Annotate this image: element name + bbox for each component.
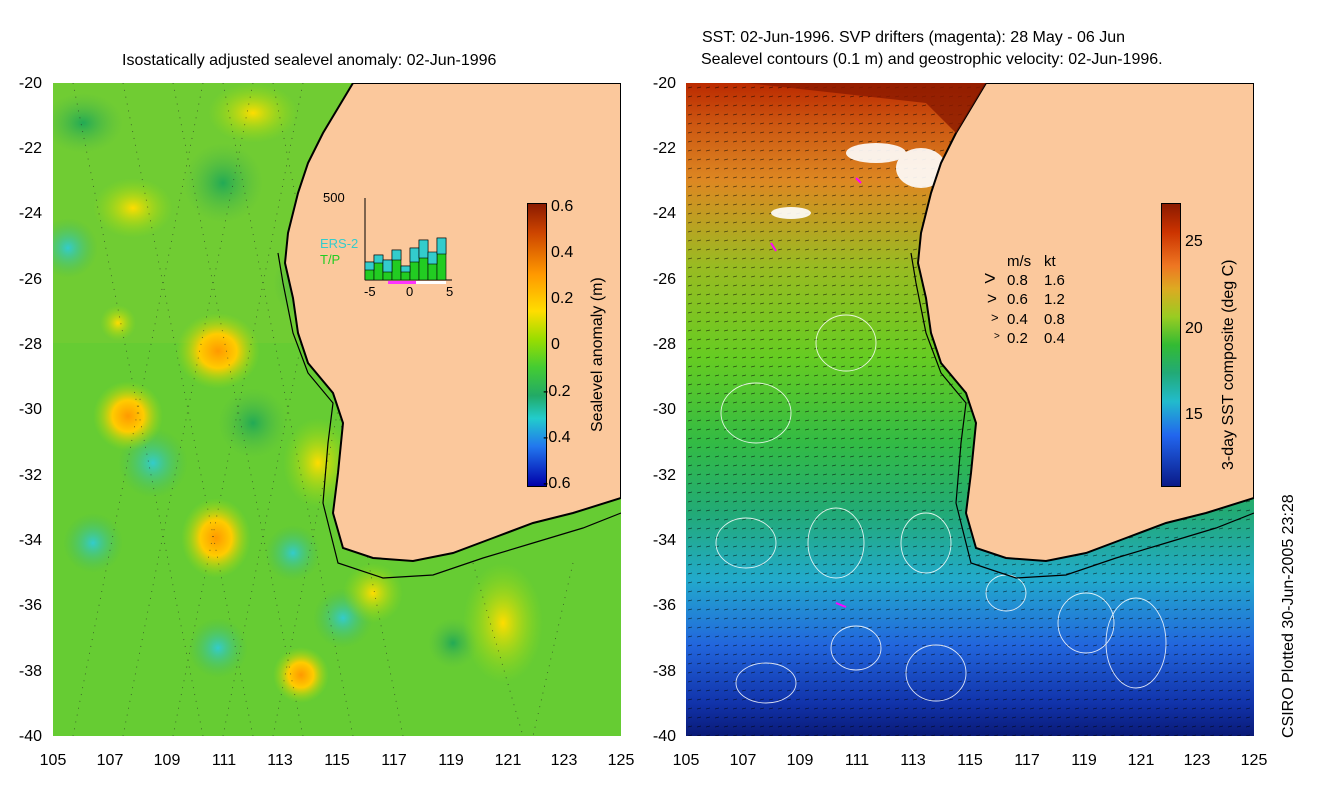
right-panel-title-line1: SST: 02-Jun-1996. SVP drifters (magenta)… xyxy=(702,29,1126,46)
y-tick: -20 xyxy=(652,75,676,92)
right-panel-title-line2: Sealevel contours (0.1 m) and geostrophi… xyxy=(701,51,1163,68)
x-tick: 117 xyxy=(381,752,407,769)
velocity-legend-kt: 0.4 xyxy=(1044,330,1065,347)
y-tick: -22 xyxy=(652,140,676,157)
velocity-legend-ms: 0.2 xyxy=(1007,330,1028,347)
velocity-arrow-icon: > xyxy=(991,310,999,325)
y-tick: -24 xyxy=(18,205,42,222)
colorbar-tick: 25 xyxy=(1185,233,1203,250)
inset-xtick: -5 xyxy=(364,284,376,299)
inset-xtick: 5 xyxy=(446,284,454,299)
inset-bars xyxy=(364,198,452,284)
velocity-legend-ms: 0.6 xyxy=(1007,291,1028,308)
velocity-legend-ms: 0.4 xyxy=(1007,311,1028,328)
track-count-inset: 500 ERS-2 T/P -5 0 5 xyxy=(320,190,460,300)
x-tick: 119 xyxy=(1071,752,1097,769)
sealevel-colorbar xyxy=(527,203,547,487)
inset-ers2-bars xyxy=(364,237,447,273)
y-tick: -20 xyxy=(18,75,42,92)
colorbar-tick: 20 xyxy=(1185,320,1203,337)
colorbar-tick: 0 xyxy=(551,336,560,353)
velocity-arrow-icon: > xyxy=(994,331,1000,342)
x-tick: 117 xyxy=(1014,752,1040,769)
colorbar-tick: -0.6 xyxy=(543,475,571,492)
y-tick: -22 xyxy=(18,140,42,157)
y-tick: -36 xyxy=(652,597,676,614)
y-tick: -38 xyxy=(18,663,42,680)
inset-xtick: 0 xyxy=(406,284,414,299)
y-tick: -32 xyxy=(652,467,676,484)
x-tick: 119 xyxy=(438,752,464,769)
x-tick: 121 xyxy=(494,752,522,769)
velocity-legend-kt: 1.2 xyxy=(1044,291,1065,308)
inset-ymax-label: 500 xyxy=(323,190,345,205)
sealevel-anomaly-map[interactable] xyxy=(53,83,621,736)
velocity-legend-kt: 1.6 xyxy=(1044,272,1065,289)
y-tick: -34 xyxy=(652,532,676,549)
sst-colorbar xyxy=(1161,203,1181,487)
y-tick: -30 xyxy=(652,401,676,418)
x-tick: 123 xyxy=(1183,752,1211,769)
x-tick: 113 xyxy=(267,752,293,769)
colorbar-tick: -0.2 xyxy=(543,383,571,400)
sst-map-canvas xyxy=(686,83,1254,736)
x-tick: 125 xyxy=(1240,752,1268,769)
colorbar-tick: -0.4 xyxy=(543,429,571,446)
x-tick: 115 xyxy=(324,752,350,769)
sealevel-anomaly-map-canvas xyxy=(53,83,621,736)
x-tick: 105 xyxy=(672,752,700,769)
sst-map[interactable] xyxy=(686,83,1254,736)
x-tick: 111 xyxy=(844,752,870,769)
y-tick: -30 xyxy=(18,401,42,418)
y-tick: -26 xyxy=(652,271,676,288)
x-tick: 125 xyxy=(607,752,635,769)
x-tick: 107 xyxy=(96,752,124,769)
colorbar-tick: 0.6 xyxy=(551,198,574,215)
y-tick: -40 xyxy=(18,728,42,745)
x-tick: 109 xyxy=(786,752,814,769)
velocity-legend-header-kt: kt xyxy=(1044,253,1056,270)
y-tick: -26 xyxy=(18,271,42,288)
velocity-arrow-icon: > xyxy=(987,289,997,308)
x-tick: 123 xyxy=(550,752,578,769)
y-tick: -40 xyxy=(652,728,676,745)
inset-legend-ers2: ERS-2 xyxy=(320,236,359,251)
velocity-legend-kt: 0.8 xyxy=(1044,311,1065,328)
sst-colorbar-label: 3-day SST composite (deg C) xyxy=(1220,259,1237,470)
velocity-legend-ms: 0.8 xyxy=(1007,272,1028,289)
y-tick: -36 xyxy=(18,597,42,614)
y-tick: -32 xyxy=(18,467,42,484)
x-tick: 115 xyxy=(957,752,983,769)
velocity-arrow-icon: > xyxy=(984,268,996,290)
australia-landmass-sst xyxy=(916,83,1254,563)
x-tick: 109 xyxy=(153,752,181,769)
left-panel-title: Isostatically adjusted sealevel anomaly:… xyxy=(122,52,497,69)
x-tick: 107 xyxy=(729,752,757,769)
colorbar-tick: 0.2 xyxy=(551,290,574,307)
x-tick: 121 xyxy=(1127,752,1155,769)
y-tick: -28 xyxy=(652,336,676,353)
y-tick: -28 xyxy=(18,336,42,353)
colorbar-tick: 15 xyxy=(1185,406,1203,423)
plot-credit: CSIRO Plotted 30-Jun-2005 23:28 xyxy=(1280,494,1297,738)
x-tick: 105 xyxy=(39,752,67,769)
y-tick: -24 xyxy=(652,205,676,222)
velocity-legend-header-ms: m/s xyxy=(1007,253,1032,270)
x-tick: 111 xyxy=(211,752,237,769)
x-tick: 113 xyxy=(900,752,926,769)
y-tick: -34 xyxy=(18,532,42,549)
sealevel-colorbar-label: Sealevel anomaly (m) xyxy=(589,277,606,432)
colorbar-tick: 0.4 xyxy=(551,244,574,261)
y-tick: -38 xyxy=(652,663,676,680)
inset-legend-tp: T/P xyxy=(320,252,341,267)
